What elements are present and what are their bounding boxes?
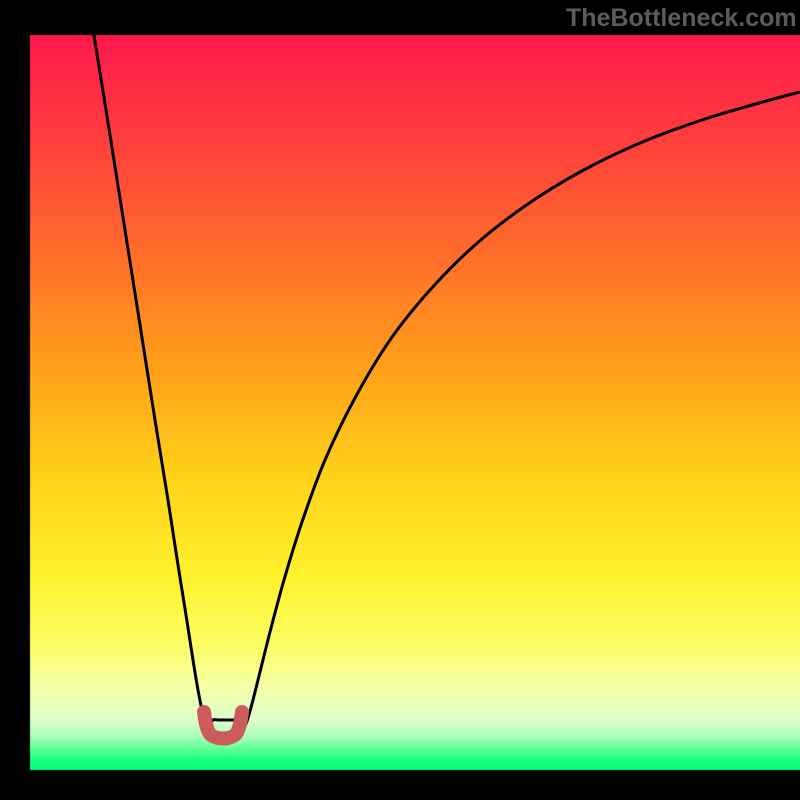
figure-root: TheBottleneck.com — [0, 0, 800, 800]
watermark-text: TheBottleneck.com — [566, 4, 797, 33]
gradient-plot-background — [0, 0, 800, 800]
